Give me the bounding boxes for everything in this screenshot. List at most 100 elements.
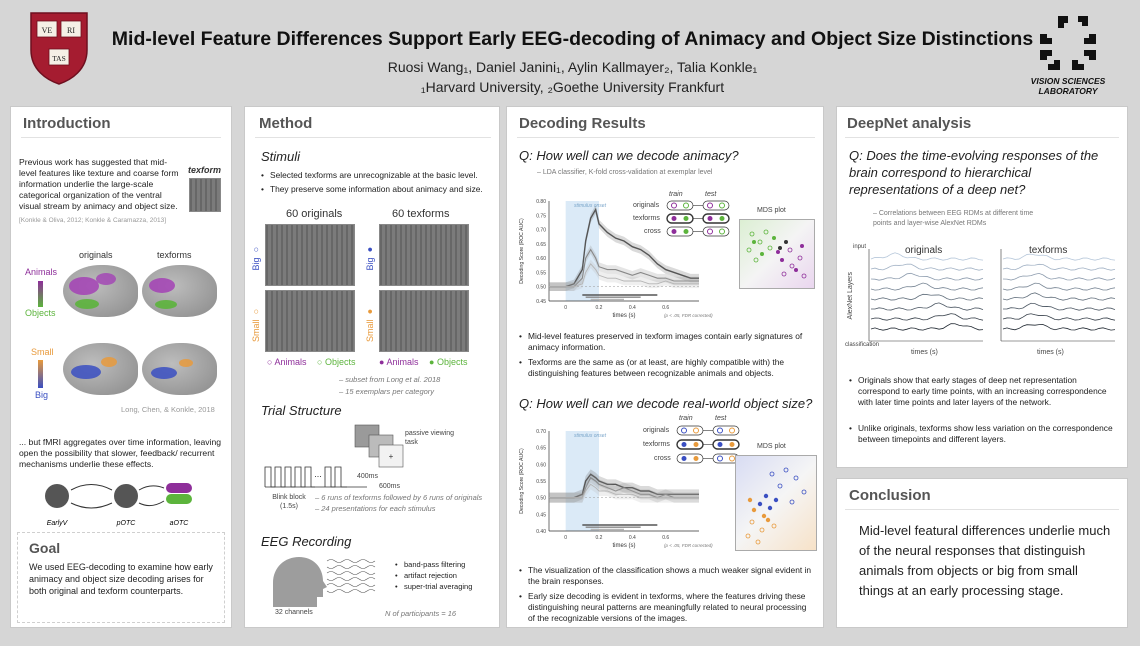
y-tick-label: 0.50 [536, 496, 546, 502]
stimuli-note-1: – subset from Long et al. 2018 [339, 375, 441, 384]
mds-plot-size [735, 455, 817, 551]
animacy-method-note: – LDA classifier, K-fold cross-validatio… [537, 169, 713, 176]
layer-timecourse-line [1002, 302, 1116, 311]
deepnet-layer-timecourses [868, 249, 1116, 342]
layer-timecourse-line [1002, 292, 1116, 301]
layer-timecourse-line [870, 263, 984, 271]
deepnet-xlabel-originals: times (s) [911, 349, 938, 356]
stimulus-onset-label: stimulus onset [574, 203, 607, 209]
stimuli-heading: Stimuli [261, 149, 301, 164]
texforms-count-label: 60 texforms [392, 208, 450, 220]
animals-stim-label-text: Animals [274, 357, 307, 367]
series-error-band [549, 205, 699, 291]
train-test-scheme-animacy [666, 200, 730, 237]
small-side-label: Small ○ [251, 307, 261, 343]
series-error-band [549, 259, 699, 291]
stimulus-onset-label: stimulus onset [574, 433, 607, 439]
mds-plot-title: MDS plot [757, 207, 786, 214]
series-line-originals [549, 473, 699, 499]
texform-label: texform [188, 165, 222, 175]
divider [21, 137, 221, 138]
y-tick-label: 0.65 [536, 446, 546, 452]
y-tick-label: 0.70 [536, 228, 546, 234]
deepnet-bullet-1: Originals show that early stages of deep… [849, 375, 1119, 408]
trial-structure-diagram: + ... [264, 424, 404, 488]
goal-title: Goal [29, 540, 61, 556]
introduction-panel: Introduction Previous work has suggested… [10, 106, 232, 628]
big-legend-label: Big [35, 390, 49, 400]
layer-timecourse-line [1002, 272, 1116, 281]
small-blob [179, 359, 193, 367]
series-line-cross [549, 263, 699, 288]
goal-box [17, 532, 225, 623]
eeg-head-icon [273, 557, 376, 607]
intro-paragraph-1: Previous work has suggested that mid-lev… [19, 157, 179, 211]
objects-stim-label: ○ Objects [317, 357, 356, 367]
y-tick-label: 0.45 [536, 299, 546, 305]
small-side-label-text: Small [365, 319, 375, 343]
animacy-decoding-chart: stimulus onset0.450.500.550.600.650.700.… [519, 199, 713, 319]
layer-timecourse-line [870, 293, 984, 301]
shield-text-ri: RI [67, 26, 75, 35]
big-side-label: Big ○ [251, 245, 261, 271]
layers-axis-label: AlexNet Layers [847, 272, 854, 320]
deepnet-panel: DeepNet analysis Q: Does the time-evolvi… [836, 106, 1128, 468]
fdr-note: (p < .05, FDR corrected) [664, 543, 713, 548]
objects-legend-label: Objects [25, 308, 56, 318]
big-side-label-text: Big [251, 257, 261, 271]
y-tick-label: 0.80 [536, 199, 546, 205]
layer-timecourse-line [1002, 282, 1116, 291]
row-label-cross: cross [654, 455, 671, 462]
y-tick-label: 0.70 [536, 429, 546, 435]
deepnet-question: Q: Does the time-evolving responses of t… [849, 148, 1099, 197]
lab-name: VISION SCIENCES LABORATORY [1030, 76, 1106, 96]
divider [255, 137, 491, 138]
node-label-earlyv: EarlyV [47, 520, 69, 527]
mds-scatter-size [745, 467, 807, 545]
y-tick-label: 0.45 [536, 512, 546, 518]
series-line-cross [549, 483, 699, 499]
decoding-results-title: Decoding Results [519, 115, 646, 132]
y-axis-label: Decoding Score (ROC AUC) [519, 448, 525, 514]
shield-text-tas: TAS [52, 54, 66, 63]
deepnet-title: DeepNet analysis [847, 115, 972, 132]
blink-block-label: Blink block (1.5s) [272, 494, 306, 510]
y-axis-label: Decoding Score (ROC AUC) [519, 218, 525, 284]
intro-paragraph-2: ... but fMRI aggregates over time inform… [19, 437, 222, 469]
texforms-column-label: texforms [157, 250, 192, 260]
stimuli-bullet-1: Selected texforms are unrecognizable at … [261, 170, 497, 181]
test-header: test [715, 415, 727, 422]
train-test-scheme-size [676, 425, 740, 464]
x-tick-label: 0 [564, 305, 567, 311]
stimuli-note-2: – 15 exemplars per category [339, 387, 435, 396]
animacy-result-bullet-2: Texforms are the same as (or at least, a… [519, 357, 815, 379]
decoding-results-panel: Decoding Results Q: How well can we deco… [506, 106, 824, 628]
animals-tex-label: ● Animals [379, 357, 419, 367]
size-decoding-chart: stimulus onset0.400.450.500.550.600.650.… [519, 429, 713, 549]
deepnet-note: – Correlations between EEG RDMs at diffe… [873, 210, 1034, 227]
mds-scatter-animacy [746, 229, 807, 279]
objects-tex-label-text: Objects [436, 357, 468, 367]
animals-stim-label: ○ Animals [267, 357, 307, 367]
deepnet-bullet-2: Unlike originals, texforms show less var… [849, 423, 1119, 445]
layer-timecourse-line [1002, 253, 1116, 261]
size-result-bullet-1: The visualization of the classification … [519, 565, 815, 587]
stimulus-shade [565, 431, 599, 531]
stimuli-bullet-2: They preserve some information about ani… [261, 184, 497, 195]
conclusion-panel: Conclusion Mid-level featural difference… [836, 478, 1128, 628]
intro-citation-2: Long, Chen, & Konkle, 2018 [121, 405, 215, 414]
poster-authors: Ruosi Wang₁, Daniel Janini₁, Aylin Kallm… [387, 59, 758, 75]
animals-legend-label: Animals [25, 267, 58, 277]
small-side-label-texforms: Small ● [365, 307, 375, 343]
vision-lab-logo-icon [1040, 16, 1096, 70]
y-tick-label: 0.60 [536, 462, 546, 468]
texforms-image-grid-small [379, 290, 469, 352]
size-gradient-bar [38, 360, 43, 388]
texform-example-image [189, 178, 221, 212]
x-tick-label: 0.2 [596, 535, 603, 541]
big-side-label-texforms: Big ● [365, 245, 375, 271]
node-label-potc: pOTC [116, 520, 137, 527]
eeg-bullet-2: artifact rejection [395, 570, 457, 581]
deepnet-xlabel-texforms: times (s) [1037, 349, 1064, 356]
layer-timecourse-line [870, 313, 984, 321]
